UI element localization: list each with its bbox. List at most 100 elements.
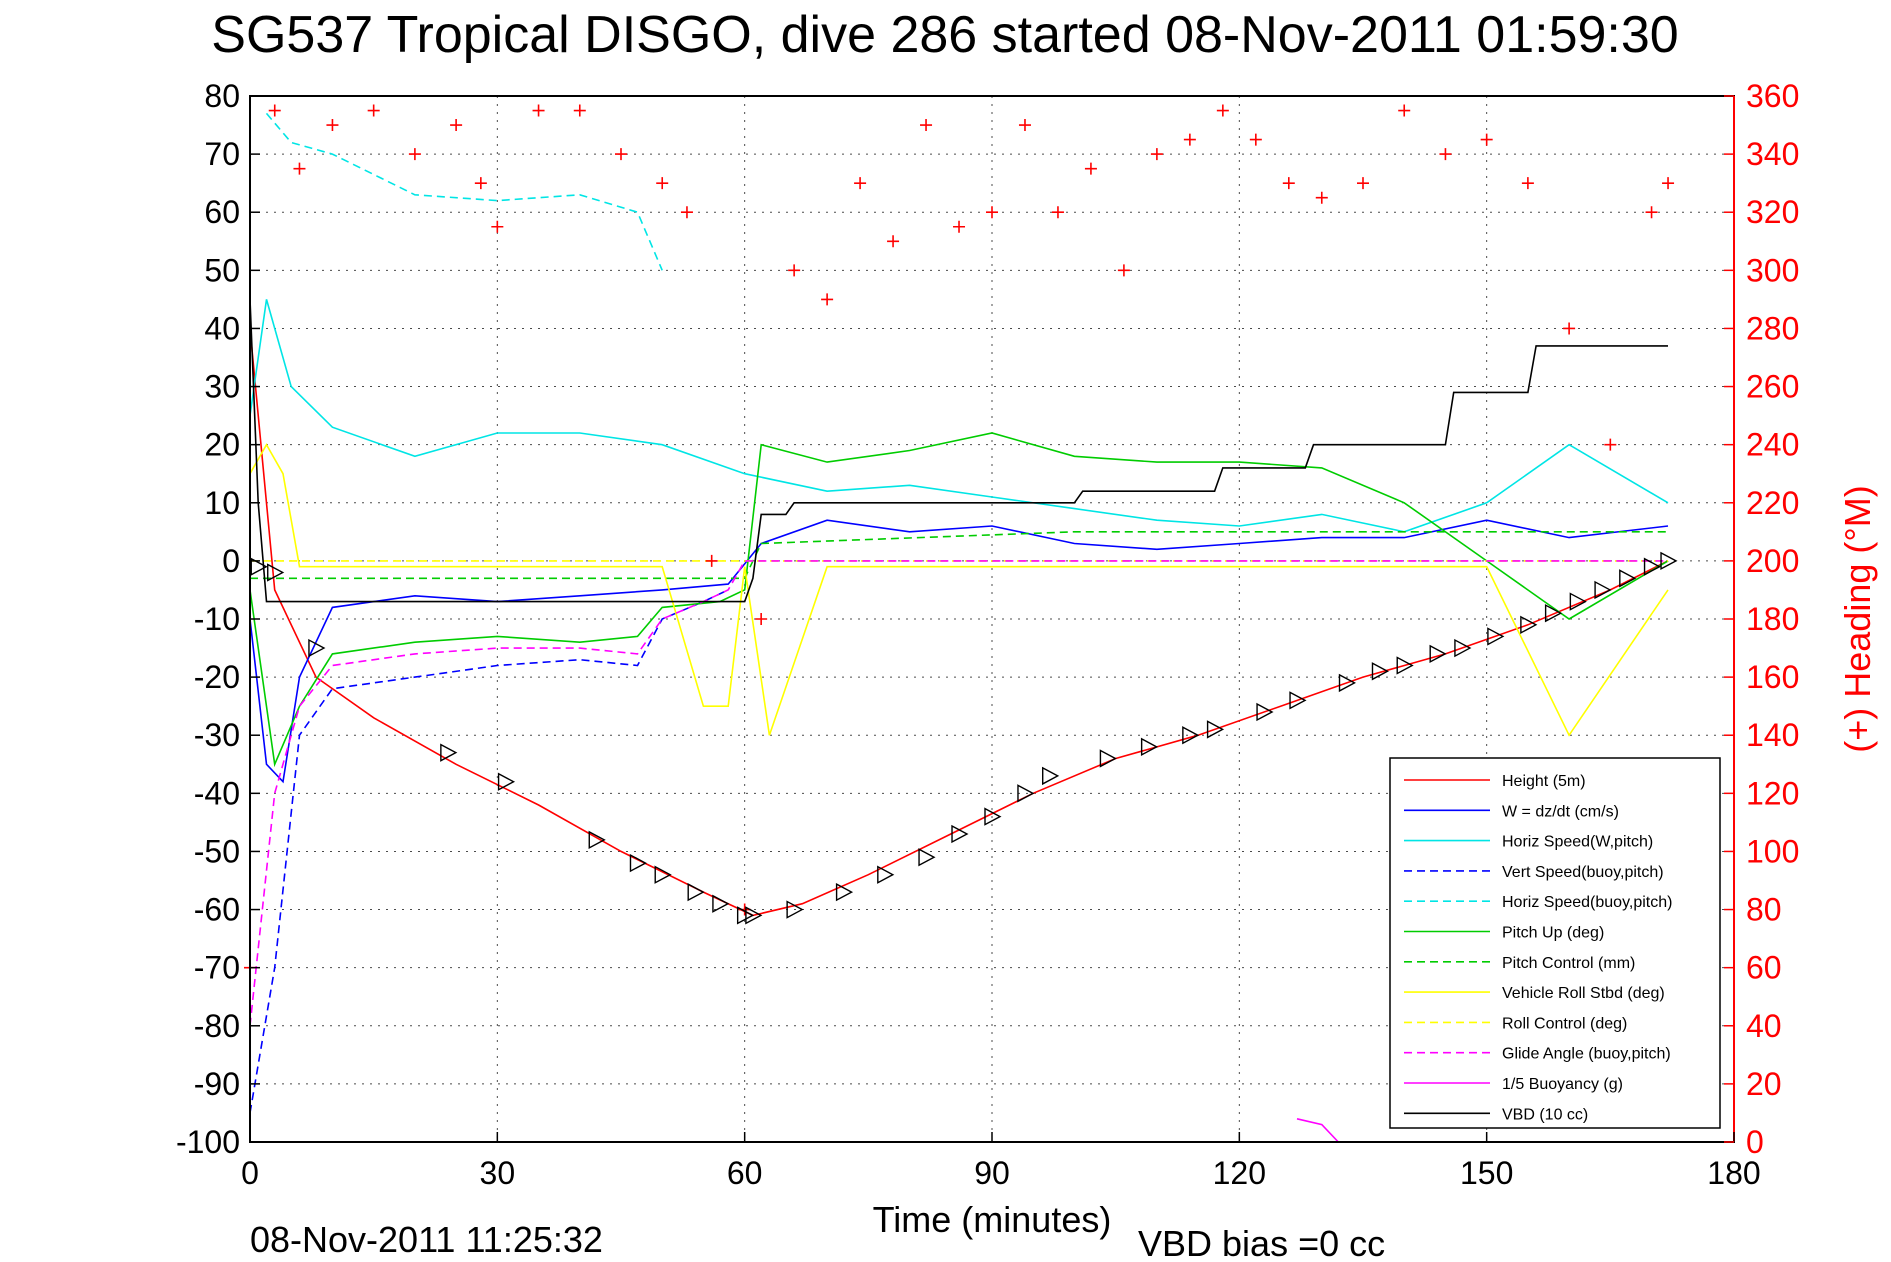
right-y-tick-label: 260 [1746,369,1799,405]
series-height-5m [249,328,1669,917]
right-y-tick-label: 220 [1746,485,1799,521]
heading-point [1216,104,1229,117]
heading-point [1315,191,1328,204]
legend-entries: Height (5m) W = dz/dt (cm/s) Horiz Speed(W… [1404,773,1672,1123]
x-axis-ticks: 0 30 60 90 120 150 180 [241,1132,1761,1191]
y-tick-label: -30 [194,717,240,753]
legend-label: Vehicle Roll Stbd (deg) [1502,985,1665,1002]
y-tick-label: -100 [176,1124,240,1160]
legend: Height (5m) W = dz/dt (cm/s) Horiz Speed(W… [1389,757,1721,1129]
heading-point [755,613,768,625]
series-pitch-control-mm [250,530,1668,580]
series-layer [244,104,1675,1143]
triangle-marker [308,638,326,658]
y-tick-label: -40 [194,775,240,811]
heading-point [1604,438,1617,451]
heading-point [680,206,693,219]
heading-point [887,235,900,248]
triangle-marker [267,563,285,582]
series-line [1296,1118,1339,1143]
heading-point [1563,322,1576,335]
right-y-tick-label: 140 [1746,717,1799,753]
y-tick-label: -70 [194,950,240,986]
triangle-marker [687,882,705,902]
heading-point [1117,264,1130,277]
x-axis-label: Time (minutes) [873,1199,1112,1240]
right-y-axis-ticks: 3603403203002802602402202001801601401201… [1724,78,1799,1160]
series-line [249,299,1669,533]
heading-point [1480,133,1493,146]
legend-label: 1/5 Buoyancy (g) [1502,1076,1623,1093]
heading-point [450,119,463,132]
x-tick-label: 0 [241,1155,259,1191]
triangle-marker [835,882,854,902]
series-horiz-speed-buoy-pitch [265,112,663,271]
series-1-5-buoyancy-g [1296,1118,1339,1143]
heading-point [573,104,586,117]
legend-label: Roll Control (deg) [1502,1015,1627,1032]
footer-timestamp: 08-Nov-2011 11:25:32 [250,1219,603,1260]
x-tick-label: 60 [727,1155,763,1191]
y-tick-label: 30 [204,369,240,405]
triangle-marker [1256,702,1274,722]
triangle-marker [736,906,755,925]
triangle-marker [1371,662,1389,681]
heading-point [408,148,421,161]
series-line [265,112,663,271]
right-y-tick-label: 180 [1746,601,1799,637]
triangle-marker [1017,784,1035,803]
heading-point [1439,148,1452,161]
triangle-marker [984,807,1002,826]
triangle-marker [440,743,458,762]
heading-point [326,119,339,132]
series-glide-angle-buoy-pitch [249,560,1668,1026]
right-y-tick-label: 80 [1746,892,1782,928]
triangle-marker [1643,557,1662,576]
heading-point [615,148,627,161]
triangle-marker [1454,638,1472,658]
triangle-marker [1569,592,1587,611]
series-horiz-speed-w-pitch [249,299,1669,533]
heading-point [1645,206,1658,219]
legend-label: Horiz Speed(buoy,pitch) [1502,894,1672,911]
heading-point [788,264,801,277]
heading-point [367,104,380,117]
y-tick-label: 50 [204,252,240,288]
triangle-marker [745,906,763,925]
series-line [249,328,1669,917]
footer-vbd-bias: VBD bias =0 cc [1138,1223,1385,1262]
series-line [249,560,1668,1026]
heading-point [1018,119,1031,132]
series-line [249,443,1669,737]
legend-label: W = dz/dt (cm/s) [1502,803,1619,820]
triangle-marker [1206,720,1225,739]
heading-point [1662,177,1675,190]
heading-point [1357,177,1369,190]
right-y-tick-label: 240 [1746,427,1799,463]
legend-label: Glide Angle (buoy,pitch) [1502,1046,1671,1063]
y-tick-label: 60 [204,194,240,230]
triangle-marker [1619,569,1637,588]
series-line [250,530,1668,580]
triangle-marker [951,824,969,844]
right-y-tick-label: 320 [1746,194,1799,230]
y-tick-label: 70 [204,136,240,172]
x-tick-label: 120 [1213,1155,1266,1191]
right-y-tick-label: 200 [1746,543,1799,579]
y-tick-label: -10 [194,601,240,637]
right-y-tick-label: 20 [1746,1066,1782,1102]
series-heading [244,104,1675,974]
heading-point [1084,162,1097,175]
heading-point [532,104,545,117]
y-tick-label: 20 [204,427,240,463]
triangle-marker [250,557,268,576]
right-y-tick-label: 100 [1746,833,1799,869]
triangle-marker [877,865,895,884]
legend-label: Pitch Control (mm) [1502,955,1635,972]
heading-point [705,554,718,567]
right-y-tick-label: 360 [1746,78,1799,114]
series-line [249,519,1669,784]
legend-label: Pitch Up (deg) [1502,925,1604,942]
triangle-marker [1289,691,1307,710]
